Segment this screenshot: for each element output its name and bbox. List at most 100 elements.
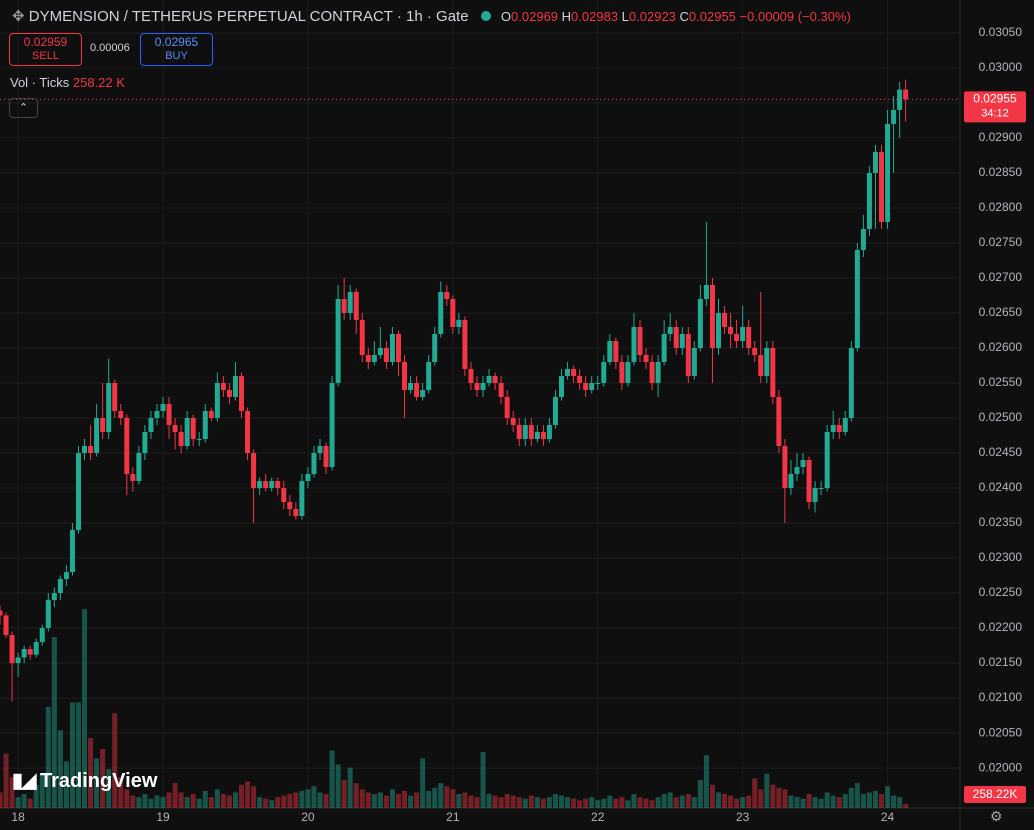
x-tick-label: 21 (446, 810, 460, 824)
volume-bar (226, 795, 232, 808)
volume-bar (395, 794, 401, 808)
sell-button[interactable]: 0.02959 SELL (9, 33, 82, 66)
x-tick-label: 22 (591, 810, 605, 824)
volume-bar (528, 795, 534, 808)
volume-bar (728, 795, 734, 808)
candle-body (196, 439, 202, 441)
volume-bar (619, 797, 625, 808)
candle-body (885, 123, 891, 222)
candle-body (269, 481, 275, 489)
volume-bar (82, 609, 88, 808)
candle-body (190, 418, 196, 440)
candle-body (106, 382, 112, 433)
x-tick-label: 20 (301, 810, 315, 824)
y-tick-label: 0.02400 (979, 480, 1023, 494)
candle-body (631, 326, 637, 362)
candle-body (468, 368, 474, 383)
y-tick-label: 0.02000 (979, 760, 1023, 774)
candle-body (492, 375, 498, 383)
volume-bar (812, 797, 818, 808)
volume-bar (552, 794, 558, 808)
volume-bar (100, 748, 106, 808)
y-tick-label: 0.02050 (979, 725, 1023, 739)
collapse-button[interactable]: ⌃ (9, 98, 38, 118)
candle-body (15, 657, 21, 664)
volume-bar (565, 797, 571, 808)
volume-bar (305, 789, 311, 808)
y-tick-label: 0.02650 (979, 305, 1023, 319)
candle-body (897, 89, 903, 110)
volume-bar (794, 797, 800, 808)
candle-body (395, 333, 401, 362)
candle-body (589, 382, 595, 390)
candle-body (63, 572, 69, 580)
volume-bar (800, 798, 806, 808)
volume-bar (377, 792, 383, 808)
candle-body (389, 333, 395, 362)
volume-bar (57, 730, 63, 808)
candle-body (420, 389, 426, 397)
candle-body (806, 460, 812, 503)
candle-body (251, 453, 257, 489)
volume-bar (51, 637, 57, 808)
settings-icon[interactable]: ⚙ (990, 808, 1003, 824)
y-tick-label: 0.02700 (979, 270, 1023, 284)
candle-body (39, 628, 45, 643)
volume-bar (559, 795, 565, 808)
candle-body (655, 361, 661, 383)
volume-bar (480, 752, 486, 808)
volume-bar (214, 789, 220, 808)
logo-text: TradingView (39, 770, 158, 792)
volume-bar (722, 794, 728, 808)
candle-body (27, 649, 33, 655)
volume-bar (516, 797, 522, 808)
candle-body (667, 326, 673, 334)
volume-bar (462, 792, 468, 808)
volume-bar (232, 792, 238, 808)
volume-bar (836, 797, 842, 808)
ohlc-label: L (621, 9, 629, 24)
volume-bar (770, 784, 776, 808)
candle-body (371, 354, 377, 362)
candle-body (426, 361, 432, 390)
candle-body (88, 446, 94, 454)
buy-price: 0.02965 (154, 35, 199, 49)
volume-bar (854, 783, 860, 808)
candle-body (124, 418, 130, 475)
volume-bar (106, 769, 112, 808)
candle-body (438, 291, 444, 334)
volume-bar (281, 795, 287, 808)
y-tick-label: 0.03050 (979, 25, 1023, 39)
volume-bar (806, 794, 812, 808)
candle-body (112, 382, 118, 412)
y-tick-label: 0.02550 (979, 375, 1023, 389)
candle-body (577, 375, 583, 383)
candle-body (643, 354, 649, 362)
x-tick-label: 24 (881, 810, 895, 824)
volume-bar (27, 798, 33, 808)
candle-body (444, 291, 450, 299)
volume-bar (655, 797, 661, 808)
volume-bar (383, 795, 389, 808)
volume-bar (39, 773, 45, 808)
candle-body (595, 382, 601, 384)
change: −0.00009 (−0.30%) (739, 9, 851, 24)
buy-button[interactable]: 0.02965 BUY (140, 33, 213, 66)
volume-bar (679, 795, 685, 808)
ohlc-label: C (679, 9, 689, 24)
volume-bar (613, 798, 619, 808)
ohlc-value: 0.02923 (628, 9, 676, 24)
candle-body (359, 319, 365, 355)
volume-bar (601, 798, 607, 808)
candle-body (715, 312, 721, 348)
candle-body (649, 361, 655, 383)
candle-body (130, 474, 136, 482)
volume-bar (190, 794, 196, 808)
volume-bar (625, 800, 631, 808)
ohlc-value: 0.02969 (511, 9, 559, 24)
y-tick-label: 0.02250 (979, 585, 1023, 599)
candle-body (450, 298, 456, 327)
candle-body (740, 326, 746, 341)
volume-bar (208, 797, 214, 808)
x-tick-label: 19 (156, 810, 170, 824)
